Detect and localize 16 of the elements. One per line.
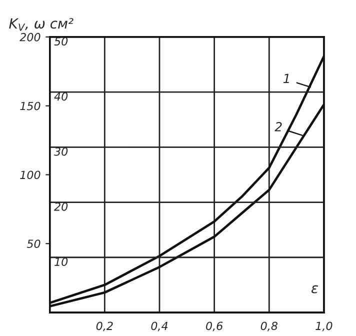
- y2-tick-label: 10: [54, 258, 68, 266]
- y-tick-label: 50: [26, 240, 40, 248]
- y2-tick-label: 40: [54, 92, 68, 101]
- x-tick-label: 0,6: [206, 322, 223, 332]
- x-tick-label: 0,2: [96, 322, 113, 332]
- annotation: 2: [274, 122, 282, 132]
- x-axis-title: ε: [312, 285, 318, 294]
- annotation: 1: [283, 74, 289, 84]
- y-tick-label: 150: [20, 102, 40, 110]
- x-tick-label: 1,0: [316, 322, 332, 332]
- x-tick-label: 0,8: [260, 322, 278, 332]
- y2-tick-label: 30: [54, 147, 68, 156]
- y-tick-label: 100: [20, 170, 40, 180]
- y-tick-label: 200: [20, 32, 40, 42]
- x-tick-label: 0,4: [151, 322, 168, 332]
- y-axis-title: K$_{V}$, ω см²: [9, 18, 74, 31]
